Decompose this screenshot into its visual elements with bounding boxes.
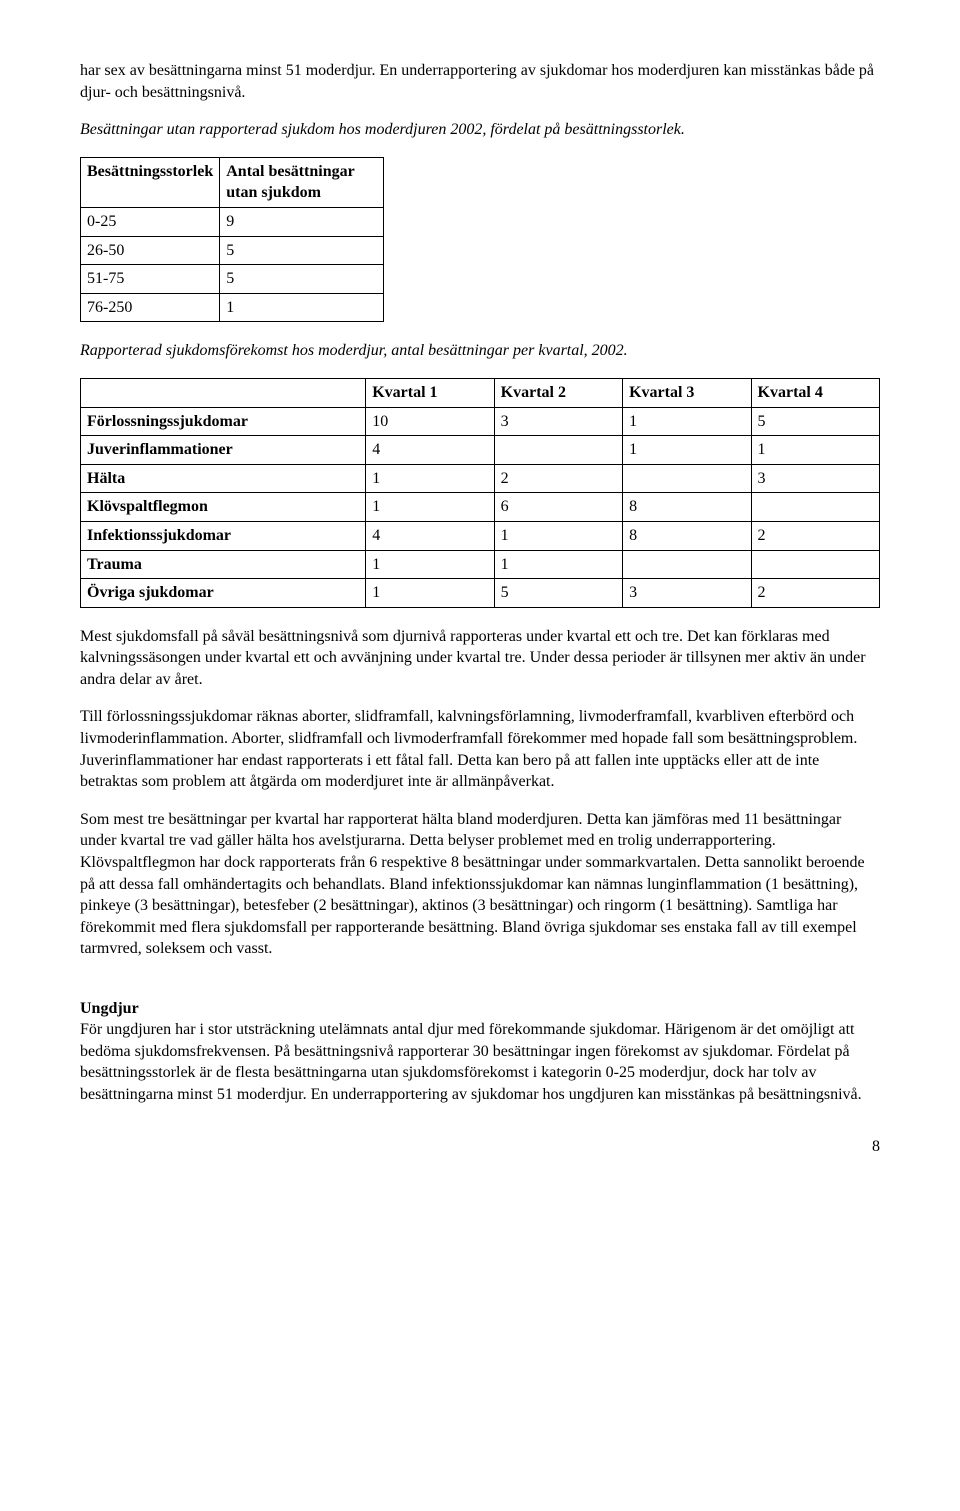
t2-cell: 10 xyxy=(366,407,494,436)
ungdjur-heading: Ungdjur xyxy=(80,998,880,1020)
t2-cell: 1 xyxy=(623,407,751,436)
t1-cell: 9 xyxy=(220,207,384,236)
t2-rowlabel: Juverinflammationer xyxy=(81,436,366,465)
table-row: 26-50 5 xyxy=(81,236,384,265)
t2-header xyxy=(81,378,366,407)
t2-cell: 1 xyxy=(623,436,751,465)
table-row: Förlossningssjukdomar 10 3 1 5 xyxy=(81,407,880,436)
t2-cell xyxy=(751,493,879,522)
table-besattningar: Besättningsstorlek Antal besättningar ut… xyxy=(80,157,384,323)
t2-header: Kvartal 3 xyxy=(623,378,751,407)
t1-cell: 76-250 xyxy=(81,293,220,322)
table-row: Trauma 1 1 xyxy=(81,550,880,579)
t2-cell: 1 xyxy=(366,579,494,608)
table-sjukdomsforekomst: Kvartal 1 Kvartal 2 Kvartal 3 Kvartal 4 … xyxy=(80,378,880,608)
table-row: Juverinflammationer 4 1 1 xyxy=(81,436,880,465)
t2-cell: 1 xyxy=(494,550,622,579)
t2-cell: 8 xyxy=(623,493,751,522)
t2-cell: 6 xyxy=(494,493,622,522)
t1-cell: 5 xyxy=(220,236,384,265)
t2-rowlabel: Förlossningssjukdomar xyxy=(81,407,366,436)
table-row: 0-25 9 xyxy=(81,207,384,236)
t2-cell: 1 xyxy=(751,436,879,465)
t2-cell xyxy=(751,550,879,579)
table-row: 51-75 5 xyxy=(81,265,384,294)
t2-rowlabel: Hälta xyxy=(81,464,366,493)
t2-cell: 1 xyxy=(366,493,494,522)
t1-cell: 51-75 xyxy=(81,265,220,294)
t2-rowlabel: Infektionssjukdomar xyxy=(81,521,366,550)
t2-cell: 3 xyxy=(623,579,751,608)
body-paragraph-2: Till förlossningssjukdomar räknas aborte… xyxy=(80,706,880,792)
t2-cell xyxy=(623,550,751,579)
t1-header-col2: Antal besättningar utan sjukdom xyxy=(220,157,384,207)
page-number: 8 xyxy=(80,1136,880,1158)
t2-cell: 4 xyxy=(366,521,494,550)
t2-cell: 2 xyxy=(751,579,879,608)
t2-cell: 2 xyxy=(494,464,622,493)
table-row: Klövspaltflegmon 1 6 8 xyxy=(81,493,880,522)
t2-cell xyxy=(494,436,622,465)
body-paragraph-3: Som mest tre besättningar per kvartal ha… xyxy=(80,809,880,960)
t1-header-col1: Besättningsstorlek xyxy=(81,157,220,207)
t2-header: Kvartal 4 xyxy=(751,378,879,407)
t2-cell: 8 xyxy=(623,521,751,550)
t2-cell: 3 xyxy=(751,464,879,493)
t2-cell: 1 xyxy=(494,521,622,550)
t2-header: Kvartal 2 xyxy=(494,378,622,407)
t1-cell: 1 xyxy=(220,293,384,322)
t2-rowlabel: Klövspaltflegmon xyxy=(81,493,366,522)
t2-cell: 1 xyxy=(366,464,494,493)
t1-cell: 0-25 xyxy=(81,207,220,236)
t2-header: Kvartal 1 xyxy=(366,378,494,407)
t2-rowlabel: Trauma xyxy=(81,550,366,579)
table-row: Övriga sjukdomar 1 5 3 2 xyxy=(81,579,880,608)
table2-caption: Rapporterad sjukdomsförekomst hos moderd… xyxy=(80,340,880,362)
t2-cell: 3 xyxy=(494,407,622,436)
ungdjur-paragraph: För ungdjuren har i stor utsträckning ut… xyxy=(80,1019,880,1105)
t2-cell: 5 xyxy=(494,579,622,608)
t2-cell: 4 xyxy=(366,436,494,465)
t1-cell: 26-50 xyxy=(81,236,220,265)
t2-rowlabel: Övriga sjukdomar xyxy=(81,579,366,608)
table-row: Hälta 1 2 3 xyxy=(81,464,880,493)
t2-cell: 5 xyxy=(751,407,879,436)
t1-cell: 5 xyxy=(220,265,384,294)
body-paragraph-1: Mest sjukdomsfall på såväl besättningsni… xyxy=(80,626,880,691)
t2-cell xyxy=(623,464,751,493)
table-row: Infektionssjukdomar 4 1 8 2 xyxy=(81,521,880,550)
table1-caption: Besättningar utan rapporterad sjukdom ho… xyxy=(80,119,880,141)
t2-cell: 1 xyxy=(366,550,494,579)
table-row: 76-250 1 xyxy=(81,293,384,322)
t2-cell: 2 xyxy=(751,521,879,550)
intro-paragraph: har sex av besättningarna minst 51 moder… xyxy=(80,60,880,103)
